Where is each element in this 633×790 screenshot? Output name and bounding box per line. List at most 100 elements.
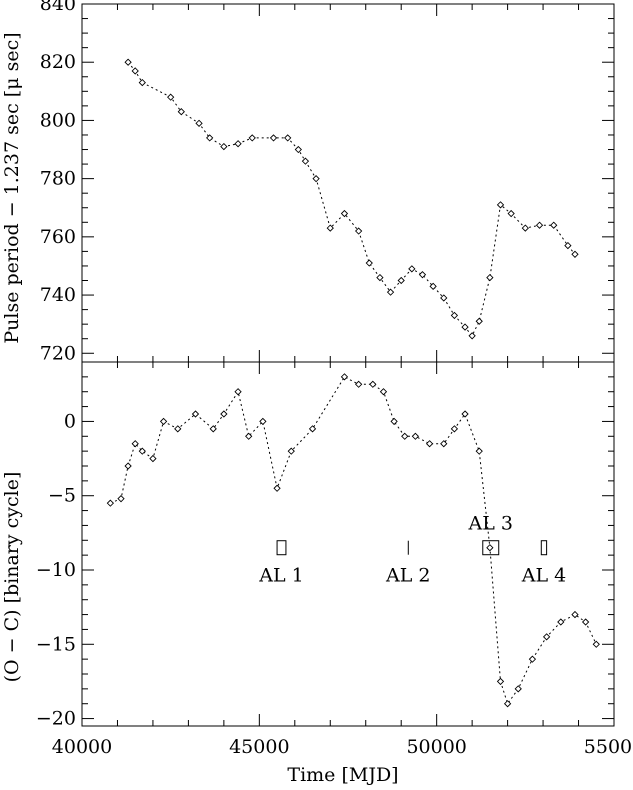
- bottom-data-point: [117, 495, 125, 503]
- top-data-point: [177, 108, 185, 116]
- bottom-data-point: [571, 610, 579, 619]
- top-data-point: [269, 134, 278, 142]
- top-data-point: [450, 311, 459, 320]
- bottom-data-point: [486, 544, 494, 552]
- top-data-point: [571, 250, 579, 258]
- top-data-point: [284, 134, 292, 142]
- bottom-series-line: [110, 376, 597, 705]
- bottom-data-point: [450, 425, 459, 433]
- bottom-data-point: [209, 425, 217, 433]
- top-data-point: [248, 134, 256, 142]
- top-data-point: [355, 227, 363, 235]
- bottom-data-point: [174, 425, 182, 433]
- bottom-data-point: [220, 410, 228, 418]
- top-data-point: [397, 276, 405, 285]
- bottom-data-point: [106, 499, 115, 507]
- top-data-point: [461, 323, 469, 331]
- top-data-point: [440, 294, 448, 302]
- bottom-data-point: [461, 410, 469, 418]
- top-data-point: [376, 273, 384, 282]
- bottom-plot-frame: [81, 361, 615, 727]
- bottom-data-point: [390, 417, 398, 426]
- bottom-data-point: [259, 417, 267, 426]
- bottom-y-tick-label: −10: [36, 559, 76, 581]
- al-window-label: AL 2: [385, 565, 430, 587]
- top-data-point: [521, 224, 529, 232]
- top-data-point: [138, 78, 146, 87]
- bottom-data-point: [514, 685, 522, 693]
- top-data-point: [418, 271, 427, 279]
- bottom-data-point: [592, 640, 600, 648]
- top-data-point: [234, 140, 242, 148]
- bottom-data-point: [138, 447, 146, 455]
- top-data-point: [564, 241, 572, 250]
- bottom-data-point: [542, 633, 551, 641]
- top-data-point: [131, 67, 139, 75]
- bottom-x-tick-label: 45000: [229, 736, 289, 758]
- bottom-x-tick-label: 50000: [406, 736, 466, 758]
- bottom-data-point: [159, 417, 168, 426]
- al-window-label: AL 3: [468, 513, 513, 535]
- bottom-y-tick-label: 0: [64, 410, 76, 432]
- top-data-point: [220, 142, 228, 151]
- top-data-point: [124, 58, 132, 66]
- al-window-label: AL 4: [521, 565, 566, 587]
- bottom-data-point: [528, 655, 537, 663]
- top-data-point: [408, 265, 416, 273]
- top-data-point: [206, 134, 214, 142]
- top-data-point: [507, 209, 515, 218]
- bottom-data-point: [131, 440, 139, 448]
- bottom-y-axis-title: (O − C) [binary cycle]: [1, 472, 23, 683]
- al-window-marker: [482, 540, 500, 556]
- bottom-x-tick-label: 40000: [52, 736, 112, 758]
- bottom-data-point: [273, 484, 281, 492]
- top-data-point: [326, 224, 334, 232]
- bottom-data-point: [581, 618, 590, 626]
- top-y-tick-label: 780: [40, 168, 76, 190]
- top-data-point: [195, 119, 203, 127]
- bottom-data-point: [440, 440, 448, 448]
- top-data-point: [312, 174, 320, 183]
- top-data-point: [475, 317, 483, 325]
- top-plot-frame: [81, 3, 615, 363]
- top-y-tick-label: 760: [40, 226, 76, 248]
- top-data-point: [486, 273, 494, 282]
- bottom-data-point: [287, 447, 295, 455]
- bottom-data-point: [379, 388, 388, 396]
- top-data-point: [550, 221, 558, 229]
- top-data-point: [301, 157, 310, 165]
- bottom-data-point: [124, 462, 132, 470]
- bottom-data-point: [308, 425, 317, 433]
- bottom-data-point: [503, 700, 512, 708]
- bottom-data-point: [401, 432, 409, 440]
- bottom-x-tick-label: 55000: [584, 736, 633, 758]
- bottom-data-point: [191, 410, 200, 418]
- bottom-data-point: [355, 380, 363, 388]
- bottom-y-tick-label: −20: [36, 708, 76, 730]
- top-data-point: [340, 209, 349, 218]
- top-y-axis-title: Pulse period − 1.237 sec [μ sec]: [1, 32, 23, 343]
- o-minus-c-panel: −20 −15 −10 −5 0 40000 45000 50000 55000 AL 1 AL 2…: [36, 361, 633, 758]
- bottom-data-point: [234, 388, 242, 396]
- top-y-tick-label: 740: [40, 284, 76, 306]
- top-data-point: [386, 288, 395, 296]
- top-data-point: [294, 145, 302, 154]
- bottom-data-point: [496, 677, 505, 686]
- top-y-tick-label: 840: [40, 0, 76, 15]
- bottom-data-point: [425, 440, 434, 448]
- bottom-y-tick-label: −15: [36, 633, 76, 655]
- bottom-y-tick-label: −5: [48, 485, 76, 507]
- top-data-point: [167, 93, 175, 101]
- top-y-tick-label: 720: [40, 342, 76, 364]
- bottom-data-point: [411, 432, 420, 440]
- bottom-data-point: [149, 454, 157, 463]
- bottom-data-point: [557, 618, 565, 626]
- al-window-marker: [540, 540, 548, 556]
- bottom-data-point: [475, 447, 483, 455]
- pulse-period-panel: 720 740 760 780 800 820 840: [40, 0, 615, 364]
- top-y-tick-label: 820: [40, 51, 76, 73]
- bottom-data-point: [245, 432, 253, 440]
- bottom-data-point: [340, 373, 349, 381]
- bottom-data-point: [369, 380, 377, 388]
